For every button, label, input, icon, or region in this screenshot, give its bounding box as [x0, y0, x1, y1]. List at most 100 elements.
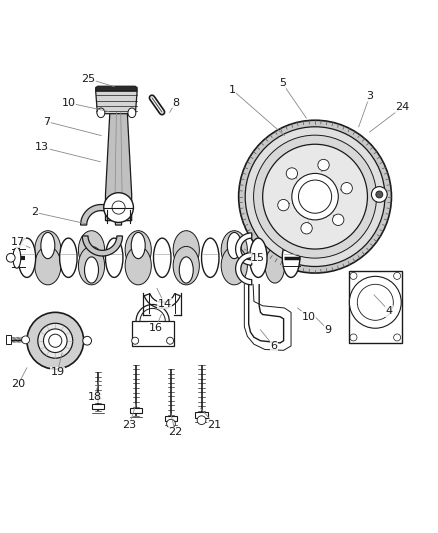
Ellipse shape — [41, 232, 55, 259]
Text: 10: 10 — [61, 98, 75, 108]
Text: 6: 6 — [270, 341, 277, 351]
Circle shape — [371, 187, 387, 203]
Circle shape — [38, 323, 73, 358]
Ellipse shape — [125, 231, 151, 269]
FancyBboxPatch shape — [195, 413, 208, 417]
Circle shape — [318, 159, 329, 171]
Circle shape — [43, 329, 67, 352]
Text: 10: 10 — [301, 312, 315, 322]
Polygon shape — [349, 271, 402, 343]
Circle shape — [332, 214, 344, 225]
Ellipse shape — [35, 231, 61, 269]
Circle shape — [239, 120, 392, 273]
Ellipse shape — [85, 257, 99, 283]
Text: 8: 8 — [172, 98, 179, 108]
Ellipse shape — [97, 108, 105, 118]
Text: 22: 22 — [168, 427, 183, 438]
Text: 20: 20 — [11, 379, 25, 390]
Text: 17: 17 — [11, 238, 25, 247]
Text: 18: 18 — [88, 392, 102, 402]
Circle shape — [394, 272, 401, 279]
FancyBboxPatch shape — [16, 232, 302, 283]
Circle shape — [245, 127, 385, 266]
FancyBboxPatch shape — [6, 335, 11, 344]
Text: 25: 25 — [81, 74, 95, 84]
Circle shape — [394, 334, 401, 341]
Text: 9: 9 — [325, 325, 332, 335]
Circle shape — [292, 173, 338, 220]
Ellipse shape — [227, 232, 241, 259]
Text: 19: 19 — [50, 367, 64, 377]
Ellipse shape — [106, 238, 123, 277]
Ellipse shape — [221, 231, 247, 269]
Circle shape — [166, 337, 173, 344]
FancyBboxPatch shape — [130, 408, 142, 413]
Circle shape — [49, 334, 62, 348]
Circle shape — [357, 284, 393, 320]
Ellipse shape — [173, 246, 199, 285]
Circle shape — [166, 419, 175, 428]
Ellipse shape — [265, 248, 285, 283]
Circle shape — [263, 144, 367, 249]
Circle shape — [376, 191, 383, 198]
Circle shape — [83, 336, 92, 345]
Text: 3: 3 — [366, 91, 373, 101]
Text: 24: 24 — [395, 102, 410, 112]
Circle shape — [132, 337, 139, 344]
Circle shape — [27, 312, 84, 369]
Ellipse shape — [173, 231, 199, 269]
Circle shape — [21, 336, 29, 344]
Ellipse shape — [13, 247, 21, 268]
Text: 23: 23 — [123, 419, 137, 430]
Circle shape — [278, 199, 289, 211]
Ellipse shape — [265, 232, 285, 268]
Ellipse shape — [60, 238, 77, 277]
Ellipse shape — [131, 232, 145, 259]
Polygon shape — [236, 253, 252, 285]
Text: 21: 21 — [208, 419, 222, 430]
Circle shape — [350, 334, 357, 341]
Text: 15: 15 — [251, 253, 265, 263]
Polygon shape — [236, 233, 252, 265]
Circle shape — [104, 193, 134, 222]
Circle shape — [7, 253, 15, 262]
Polygon shape — [81, 205, 122, 225]
Circle shape — [350, 272, 357, 279]
Circle shape — [341, 182, 352, 194]
Text: 5: 5 — [279, 78, 286, 88]
Ellipse shape — [18, 238, 35, 277]
Polygon shape — [82, 236, 123, 256]
Text: 7: 7 — [43, 117, 50, 126]
Ellipse shape — [153, 238, 171, 277]
Text: 16: 16 — [148, 322, 162, 333]
Circle shape — [112, 201, 125, 214]
Text: 14: 14 — [157, 298, 172, 309]
Text: 4: 4 — [386, 306, 393, 316]
Polygon shape — [95, 86, 137, 91]
Ellipse shape — [78, 246, 105, 285]
Ellipse shape — [35, 246, 61, 285]
Text: 1: 1 — [229, 85, 236, 95]
Circle shape — [298, 180, 332, 213]
Polygon shape — [106, 112, 132, 221]
Ellipse shape — [128, 108, 136, 118]
Ellipse shape — [221, 246, 247, 285]
Ellipse shape — [125, 246, 151, 285]
Circle shape — [254, 135, 377, 258]
FancyBboxPatch shape — [132, 321, 173, 346]
Ellipse shape — [283, 238, 300, 277]
Circle shape — [286, 168, 297, 179]
Ellipse shape — [78, 231, 105, 269]
Ellipse shape — [179, 257, 193, 283]
Ellipse shape — [250, 238, 267, 277]
Polygon shape — [144, 294, 180, 309]
Text: 2: 2 — [31, 207, 38, 217]
FancyBboxPatch shape — [165, 416, 177, 421]
Circle shape — [301, 223, 312, 234]
Text: 13: 13 — [35, 142, 49, 152]
Circle shape — [350, 277, 401, 328]
Ellipse shape — [201, 238, 219, 277]
FancyBboxPatch shape — [92, 403, 104, 409]
Circle shape — [197, 416, 206, 425]
Polygon shape — [95, 91, 137, 114]
